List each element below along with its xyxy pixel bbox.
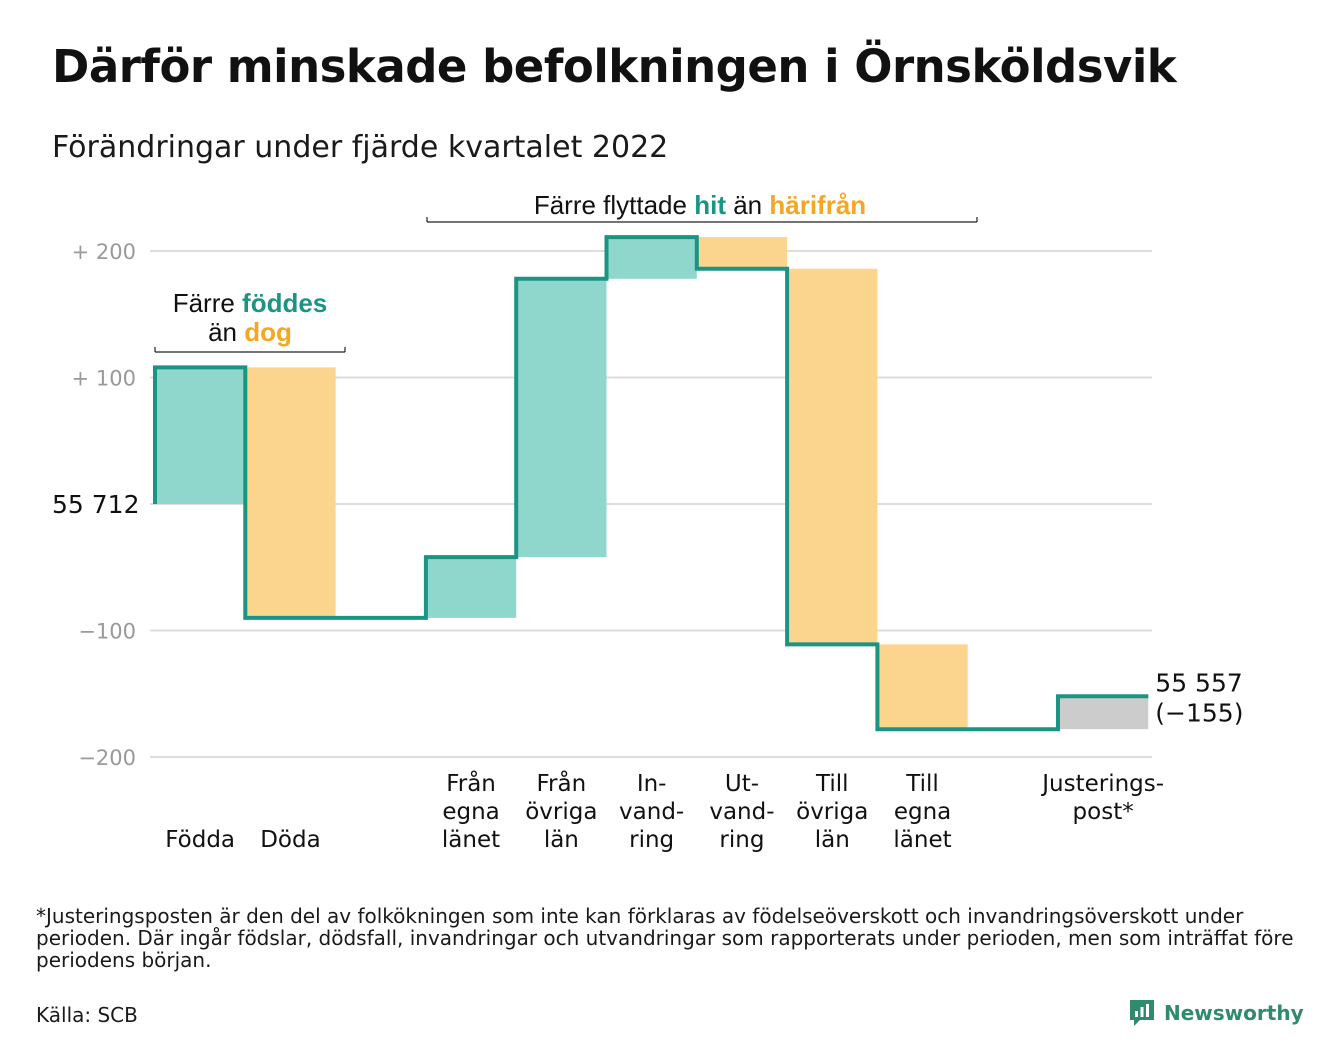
x-category-label: Till [815, 771, 849, 797]
births-annotation-text1: Färre [173, 288, 242, 318]
x-category-label: Döda [260, 827, 320, 853]
births-annotation-line1: Färre föddes [173, 288, 328, 318]
x-category-label: egna [442, 799, 499, 825]
y-tick-label: + 200 [72, 240, 136, 264]
brand-name: Newsworthy [1164, 1001, 1304, 1025]
x-category-label: Från [446, 769, 496, 797]
y-tick-label: −100 [78, 620, 136, 644]
moves-annotation: Färre flyttade hit än härifrån [534, 190, 866, 220]
births-annotation-highlight2: dog [244, 317, 292, 347]
waterfall-bar [516, 278, 607, 558]
x-category-label: Justerings- [1040, 771, 1164, 797]
start-value-label: 55 712 [52, 490, 139, 519]
end-value-label: 55 557 [1155, 668, 1242, 697]
waterfall-bar [606, 237, 697, 279]
moves-annotation-highlight1: hit [694, 190, 726, 220]
newsworthy-logo-icon [1130, 1000, 1154, 1026]
x-category-label: egna [894, 799, 951, 825]
moves-annotation-highlight2: härifrån [769, 190, 866, 220]
population-step-line [153, 235, 1149, 732]
x-category-label: ring [719, 827, 764, 853]
x-category-label: Födda [165, 827, 235, 853]
moves-annotation-text2: än [726, 190, 769, 220]
x-category-label: vand- [709, 799, 774, 825]
x-category-label: In- [637, 771, 667, 797]
births-annotation-text2: än [208, 317, 244, 347]
x-category-label: län [544, 827, 579, 853]
waterfall-bar [696, 237, 788, 269]
x-category-label: Till [905, 771, 939, 797]
waterfall-bar [877, 644, 968, 730]
y-tick-label: + 100 [72, 367, 136, 391]
end-change-label: (−155) [1155, 698, 1243, 727]
moves-annotation-text1: Färre flyttade [534, 190, 694, 220]
waterfall-bar [425, 557, 517, 618]
x-category-label: post* [1073, 799, 1134, 825]
waterfall-bar [155, 367, 246, 504]
y-tick-label: −200 [78, 746, 136, 770]
waterfall-bar [787, 268, 878, 645]
waterfall-bar [1058, 696, 1149, 730]
x-category-label: Ut- [725, 771, 759, 797]
x-category-label: Från [537, 769, 587, 797]
x-category-label: ring [629, 827, 674, 853]
x-category-label: länet [893, 827, 951, 853]
x-category-label: övriga [525, 799, 597, 825]
x-category-label: vand- [619, 799, 684, 825]
births-annotation-line2: än dog [208, 317, 292, 347]
waterfall-bar [245, 367, 336, 618]
brand-logo: Newsworthy [1128, 998, 1304, 1028]
source-label: Källa: SCB [36, 1003, 138, 1027]
x-category-label: länet [442, 827, 500, 853]
chart-subtitle: Förändringar under fjärde kvartalet 2022 [52, 130, 669, 165]
chart-title: Därför minskade befolkningen i Örnskölds… [52, 40, 1177, 93]
footnote: *Justeringsposten är den del av folkökni… [36, 904, 1294, 972]
births-annotation-highlight1: föddes [242, 288, 327, 318]
x-category-label: län [815, 827, 850, 853]
x-category-label: övriga [796, 799, 868, 825]
